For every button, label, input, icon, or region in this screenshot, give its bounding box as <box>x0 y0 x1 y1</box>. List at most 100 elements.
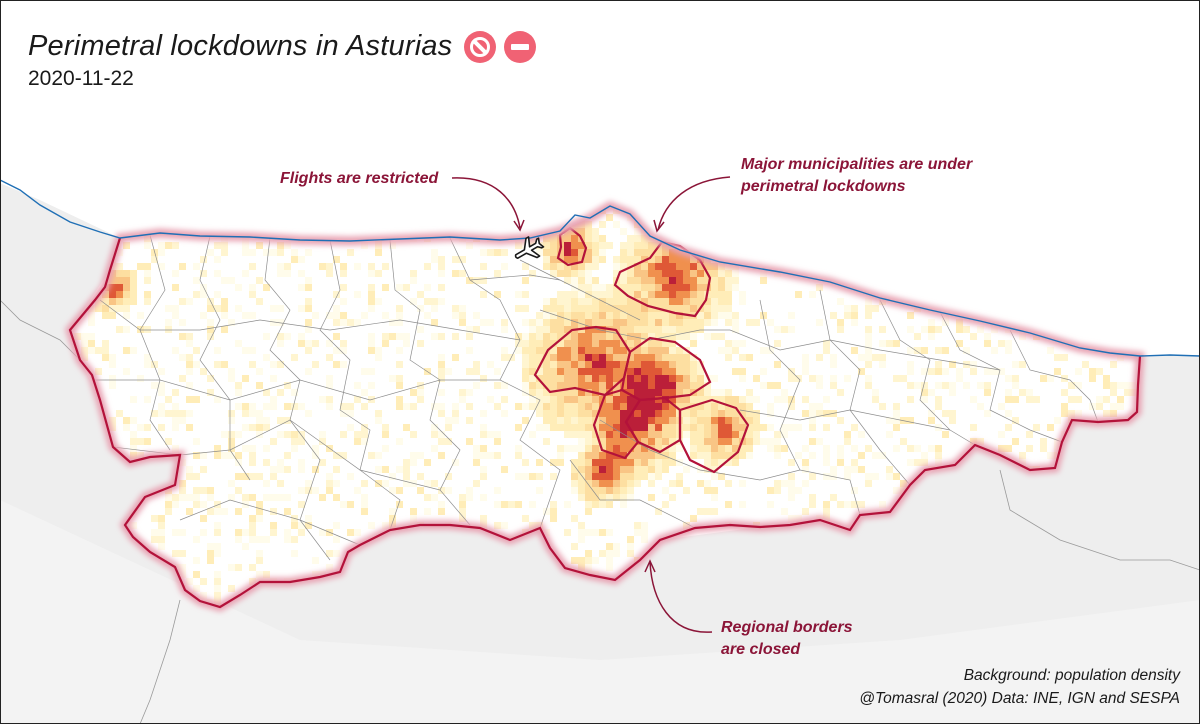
density-cell <box>802 466 809 473</box>
density-cell <box>564 347 571 354</box>
density-cell <box>130 445 137 452</box>
density-cell <box>844 473 851 480</box>
density-cell <box>655 333 662 340</box>
density-cell <box>809 417 816 424</box>
density-cell <box>347 249 354 256</box>
density-cell <box>662 368 669 375</box>
density-cell <box>830 354 837 361</box>
density-cell <box>725 410 732 417</box>
density-cell <box>641 354 648 361</box>
density-cell <box>585 382 592 389</box>
density-cell <box>900 438 907 445</box>
density-cell <box>865 445 872 452</box>
density-cell <box>564 417 571 424</box>
density-cell <box>641 536 648 543</box>
density-cell <box>760 382 767 389</box>
density-cell <box>550 312 557 319</box>
density-cell <box>263 445 270 452</box>
density-cell <box>739 403 746 410</box>
density-cell <box>998 403 1005 410</box>
density-cell <box>634 333 641 340</box>
density-cell <box>1068 410 1075 417</box>
density-cell <box>88 333 95 340</box>
density-cell <box>214 270 221 277</box>
density-cell <box>592 480 599 487</box>
annotation-flights-text: Flights are restricted <box>280 170 439 187</box>
density-cell <box>599 249 606 256</box>
density-cell <box>382 312 389 319</box>
density-cell <box>207 494 214 501</box>
density-cell <box>263 459 270 466</box>
density-cell <box>284 242 291 249</box>
density-cell <box>732 326 739 333</box>
density-cell <box>599 305 606 312</box>
density-cell <box>172 305 179 312</box>
density-cell <box>522 277 529 284</box>
density-cell <box>494 291 501 298</box>
density-cell <box>571 466 578 473</box>
density-cell <box>536 319 543 326</box>
density-cell <box>865 312 872 319</box>
density-cell <box>543 256 550 263</box>
density-cell <box>529 319 536 326</box>
density-cell <box>830 382 837 389</box>
density-cell <box>564 501 571 508</box>
density-cell <box>711 305 718 312</box>
density-cell <box>655 361 662 368</box>
density-cell <box>641 431 648 438</box>
density-cell <box>781 480 788 487</box>
density-cell <box>109 277 116 284</box>
density-cell <box>676 396 683 403</box>
density-cell <box>172 494 179 501</box>
density-cell <box>263 424 270 431</box>
density-cell <box>158 249 165 256</box>
density-cell <box>417 396 424 403</box>
density-cell <box>277 333 284 340</box>
density-cell <box>221 305 228 312</box>
density-cell <box>529 501 536 508</box>
density-cell <box>256 298 263 305</box>
density-cell <box>74 333 81 340</box>
density-cell <box>620 396 627 403</box>
density-cell <box>431 333 438 340</box>
density-cell <box>732 445 739 452</box>
density-cell <box>669 249 676 256</box>
density-cell <box>599 459 606 466</box>
density-cell <box>368 263 375 270</box>
density-cell <box>655 508 662 515</box>
density-cell <box>368 298 375 305</box>
density-cell <box>669 382 676 389</box>
density-cell <box>571 242 578 249</box>
density-cell <box>613 333 620 340</box>
density-cell <box>396 333 403 340</box>
density-cell <box>557 291 564 298</box>
density-cell <box>662 487 669 494</box>
density-cell <box>340 431 347 438</box>
density-cell <box>725 291 732 298</box>
density-cell <box>697 417 704 424</box>
density-cell <box>116 263 123 270</box>
density-cell <box>340 452 347 459</box>
density-cell <box>550 249 557 256</box>
density-cell <box>907 445 914 452</box>
density-cell <box>690 410 697 417</box>
density-cell <box>431 494 438 501</box>
density-cell <box>662 410 669 417</box>
density-cell <box>438 410 445 417</box>
density-cell <box>851 319 858 326</box>
density-cell <box>578 242 585 249</box>
density-cell <box>641 389 648 396</box>
density-cell <box>739 431 746 438</box>
density-cell <box>641 473 648 480</box>
density-cell <box>109 312 116 319</box>
density-cell <box>256 515 263 522</box>
density-cell <box>305 340 312 347</box>
density-cell <box>578 417 585 424</box>
density-cell <box>613 396 620 403</box>
density-cell <box>963 347 970 354</box>
density-cell <box>676 368 683 375</box>
density-cell <box>305 410 312 417</box>
density-cell <box>823 347 830 354</box>
density-cell <box>655 326 662 333</box>
density-cell <box>585 508 592 515</box>
